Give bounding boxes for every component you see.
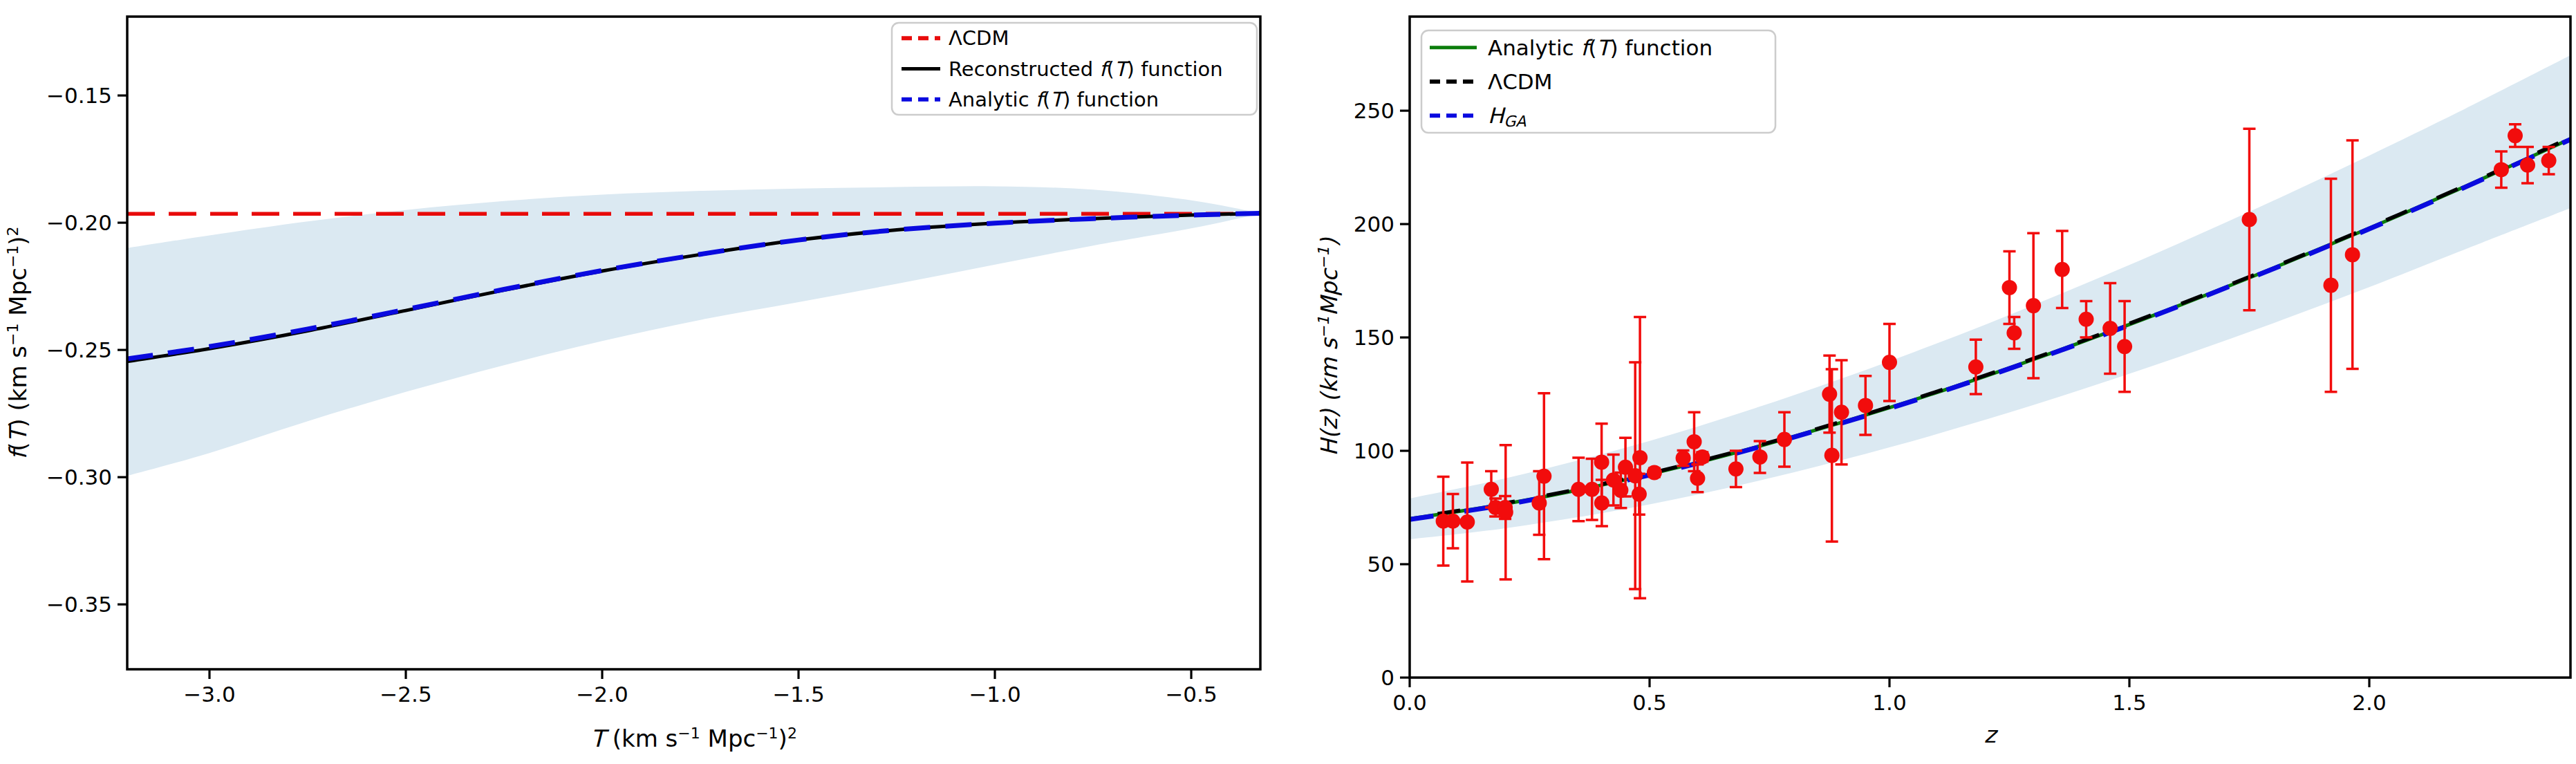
data-point bbox=[1459, 514, 1475, 530]
data-point bbox=[1632, 450, 1648, 465]
legend-label: ΛCDM bbox=[949, 26, 1009, 50]
x-tick-label: −2.5 bbox=[380, 682, 431, 707]
data-point bbox=[1858, 398, 1873, 413]
data-point bbox=[2117, 339, 2132, 354]
data-point bbox=[1676, 451, 1691, 466]
data-point bbox=[1531, 496, 1547, 511]
Hz-data-ylabel: H(z) (km s−1Mpc−1) bbox=[1315, 237, 1343, 456]
data-point bbox=[1594, 496, 1609, 511]
fT-reconstruction-ylabel: f(T) (km s−1 Mpc−1)2 bbox=[4, 226, 32, 459]
data-point bbox=[1968, 360, 1984, 375]
data-point bbox=[1834, 404, 1849, 420]
data-point bbox=[1498, 505, 1513, 520]
data-point bbox=[2002, 280, 2017, 295]
data-point bbox=[1695, 449, 1710, 465]
data-point bbox=[2508, 128, 2523, 143]
data-point bbox=[2055, 262, 2070, 277]
y-tick-label: −0.25 bbox=[46, 337, 112, 362]
data-point bbox=[2494, 162, 2509, 177]
Hz-data-legend: Analytic f(T) functionΛCDMHGA bbox=[1421, 30, 1775, 133]
data-point bbox=[1536, 469, 1551, 484]
charts-canvas: −3.0 −2.5 −2.0 −1.5 −1.0 −0.5 −0.15 −0.20 −0.25 −… bbox=[0, 0, 2576, 764]
y-tick-label: 100 bbox=[1354, 438, 1394, 463]
data-point bbox=[1446, 514, 1461, 529]
y-tick-label: 0 bbox=[1381, 665, 1394, 690]
data-point bbox=[1882, 355, 1897, 370]
y-tick-label: −0.15 bbox=[46, 83, 112, 108]
x-tick-label: −1.0 bbox=[969, 682, 1020, 707]
data-point bbox=[2541, 153, 2557, 168]
y-tick-label: 50 bbox=[1368, 552, 1394, 577]
x-tick-label: −3.0 bbox=[183, 682, 235, 707]
y-tick-label: 150 bbox=[1354, 325, 1394, 350]
x-tick-label: 0.5 bbox=[1632, 690, 1666, 715]
fT-reconstruction-chart: −3.0 −2.5 −2.0 −1.5 −1.0 −0.5 −0.15 −0.20 −0.25 −… bbox=[4, 17, 1261, 752]
x-tick-label: −0.5 bbox=[1165, 682, 1217, 707]
data-point bbox=[1753, 449, 1768, 465]
x-tick-label: 2.0 bbox=[2352, 690, 2386, 715]
data-point bbox=[1647, 465, 1662, 481]
data-point bbox=[2006, 326, 2022, 341]
data-point bbox=[1728, 461, 1744, 476]
data-point bbox=[1690, 471, 1705, 486]
x-tick-label: −2.0 bbox=[576, 682, 628, 707]
data-point bbox=[2324, 278, 2339, 293]
data-point bbox=[2520, 158, 2535, 173]
data-point bbox=[2242, 212, 2257, 227]
data-point bbox=[1822, 386, 1837, 402]
fT-reconstruction-legend: ΛCDM Reconstructed f(T) function Analytic … bbox=[892, 23, 1257, 115]
data-point bbox=[1687, 434, 1702, 449]
y-tick-label: −0.30 bbox=[46, 465, 112, 490]
Hz-data-chart: 0.0 0.5 1.0 1.5 2.0 0 50 100 150 200 250 z H(z) (km … bbox=[1315, 17, 2571, 748]
Hz-data-plot-area bbox=[1410, 55, 2571, 598]
x-tick-label: 0.0 bbox=[1392, 690, 1426, 715]
legend-label: Analytic f(T) function bbox=[1488, 35, 1712, 60]
y-tick-label: 200 bbox=[1354, 212, 1394, 236]
x-tick-label: 1.5 bbox=[2112, 690, 2146, 715]
Hz-data-xlabel: z bbox=[1984, 721, 1999, 748]
data-point bbox=[2026, 298, 2041, 313]
legend-label: Reconstructed f(T) function bbox=[949, 57, 1223, 81]
data-point bbox=[1585, 482, 1600, 497]
data-point bbox=[1571, 482, 1586, 497]
legend-label: ΛCDM bbox=[1488, 69, 1552, 94]
data-point bbox=[1484, 482, 1499, 497]
figure-page: −3.0 −2.5 −2.0 −1.5 −1.0 −0.5 −0.15 −0.20 −0.25 −… bbox=[0, 0, 2576, 764]
data-point bbox=[1777, 432, 1792, 447]
data-point bbox=[2345, 247, 2360, 262]
x-tick-label: 1.0 bbox=[1872, 690, 1906, 715]
y-tick-label: −0.20 bbox=[46, 210, 112, 235]
legend-label: Analytic f(T) function bbox=[949, 88, 1159, 111]
data-point bbox=[1627, 468, 1643, 483]
data-point bbox=[1594, 454, 1609, 469]
data-point bbox=[1613, 483, 1628, 498]
data-point bbox=[2102, 321, 2118, 336]
x-tick-label: −1.5 bbox=[772, 682, 824, 707]
data-point bbox=[1632, 487, 1647, 502]
y-tick-label: −0.35 bbox=[46, 592, 112, 617]
fT-reconstruction-plot-area bbox=[127, 186, 1260, 476]
y-tick-label: 250 bbox=[1354, 98, 1394, 123]
data-point bbox=[2079, 312, 2094, 327]
data-point bbox=[1824, 448, 1840, 463]
fT-reconstruction-xlabel: T (km s−1 Mpc−1)2 bbox=[590, 725, 797, 753]
